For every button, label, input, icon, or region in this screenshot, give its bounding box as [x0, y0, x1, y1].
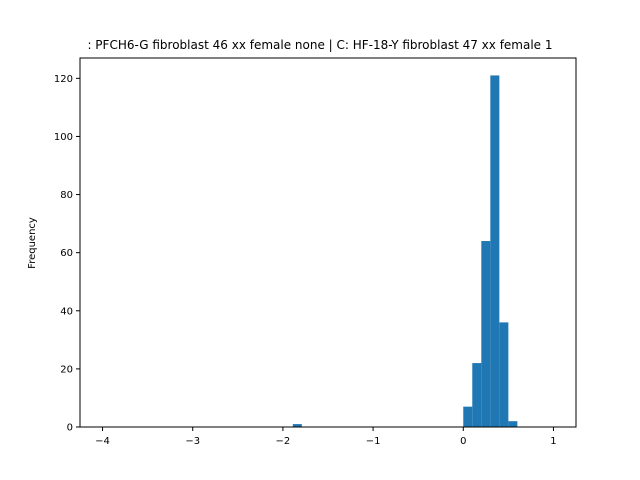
- histogram-bar: [499, 322, 509, 427]
- x-tick-label: −3: [185, 436, 200, 447]
- y-axis-label: Frequency: [27, 217, 38, 269]
- y-tick-label: 60: [60, 248, 73, 259]
- histogram-bar: [481, 241, 491, 427]
- histogram-bar: [292, 424, 302, 427]
- histogram-bar: [508, 421, 518, 427]
- x-tick-label: 1: [550, 436, 556, 447]
- y-axis-ticks: 0 20 40 60 80 100 120: [54, 74, 80, 434]
- histogram-bar: [472, 363, 482, 427]
- bar-group: [292, 75, 518, 427]
- y-tick-label: 100: [54, 132, 73, 143]
- y-tick-label: 0: [67, 423, 73, 434]
- x-tick-label: −1: [366, 436, 381, 447]
- x-tick-label: 0: [460, 436, 466, 447]
- plot-frame: [79, 57, 577, 428]
- x-tick-label: −4: [95, 436, 110, 447]
- x-tick-label: −2: [276, 436, 291, 447]
- y-tick-label: 20: [60, 364, 73, 375]
- histogram-bar: [490, 75, 500, 427]
- chart-title: : PFCH6-G fibroblast 46 xx female none |…: [87, 38, 552, 52]
- y-tick-label: 120: [54, 74, 73, 85]
- histogram-bar: [463, 406, 473, 427]
- x-axis-ticks: −4 −3 −2 −1 0 1: [95, 427, 557, 447]
- y-tick-label: 40: [60, 306, 73, 317]
- y-tick-label: 80: [60, 190, 73, 201]
